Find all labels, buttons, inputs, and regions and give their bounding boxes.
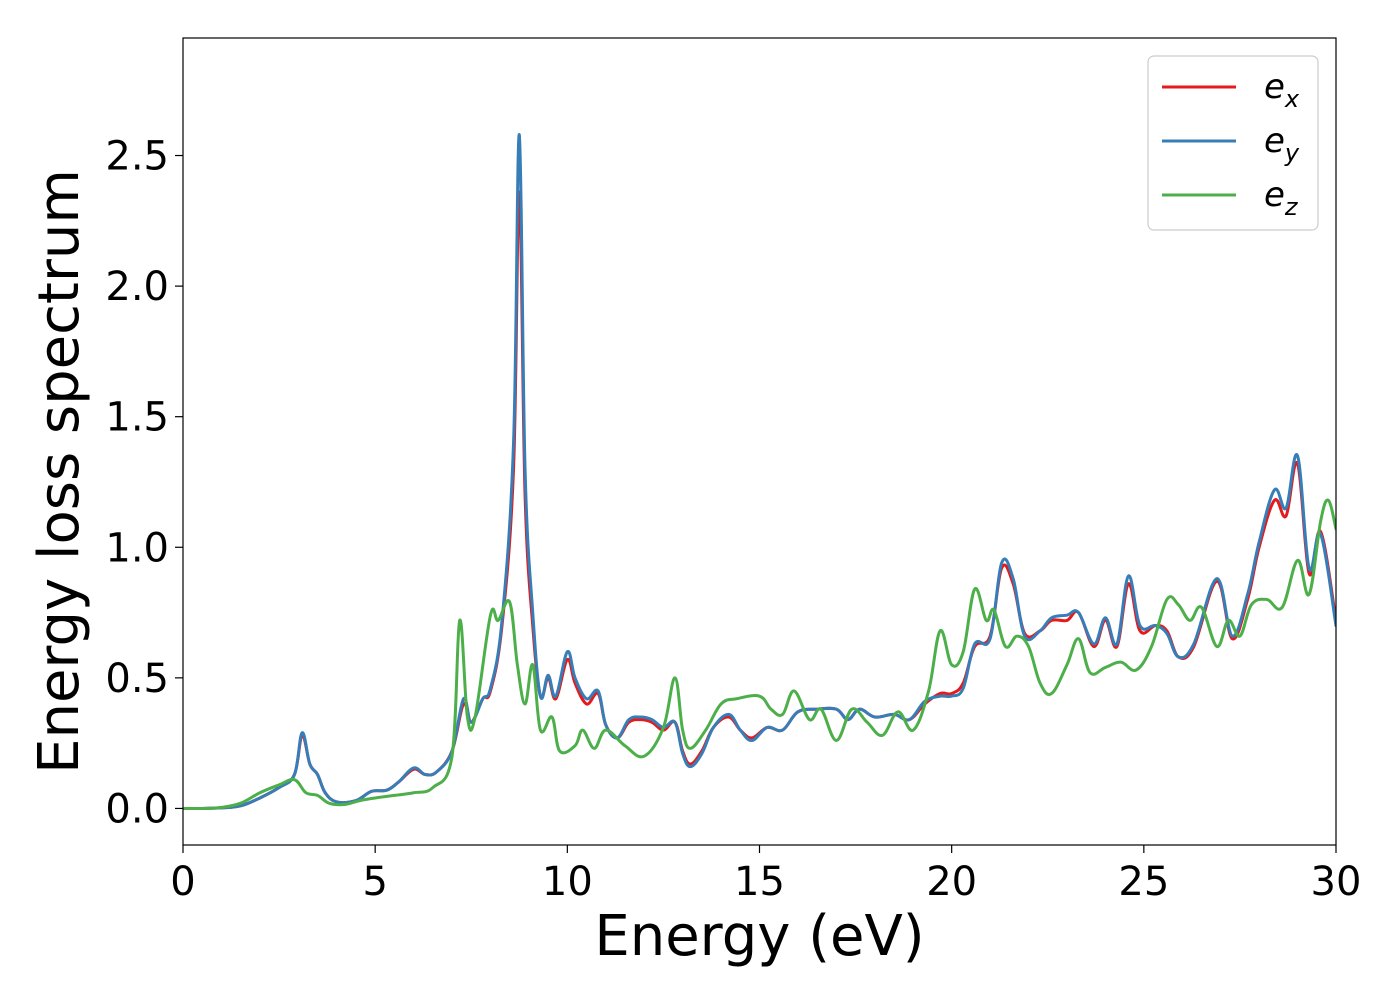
x-tick-label: 15 (734, 859, 785, 905)
legend-label-subscript: z (1284, 193, 1299, 221)
y-tick-label: 2.0 (105, 264, 169, 310)
series-line-z (183, 498, 1336, 811)
y-tick-label: 1.0 (105, 525, 169, 571)
x-tick-label: 0 (170, 859, 195, 905)
legend-label-y: ey (1264, 121, 1300, 167)
series-line-y (183, 133, 1336, 810)
y-tick-label: 2.5 (105, 134, 169, 180)
legend-label-subscript: y (1284, 139, 1300, 167)
y-tick-label: 1.5 (105, 395, 169, 441)
x-tick-label: 10 (542, 859, 593, 905)
y-tick-label: 0.0 (105, 786, 169, 832)
x-tick-label: 25 (1118, 859, 1169, 905)
x-tick-label: 30 (1311, 859, 1362, 905)
legend-label-base: e (1264, 67, 1285, 107)
series-line-x (183, 190, 1336, 810)
x-tick-label: 20 (926, 859, 977, 905)
legend-label-x: ex (1264, 67, 1300, 113)
legend-label-subscript: x (1284, 85, 1300, 113)
y-axis-label: Energy loss spectrum (27, 169, 92, 774)
legend-box (1147, 55, 1319, 231)
series-layer (183, 133, 1336, 811)
axes-layer: 0 5 10 15 20 25 30 0.0 0.5 1.0 1.5 2.0 2.5 Energy (eV… (27, 37, 1362, 969)
legend-label-z: ez (1264, 175, 1299, 221)
x-axis-label: Energy (eV) (594, 904, 924, 969)
y-tick-label: 0.5 (105, 656, 169, 702)
legend-label-base: e (1264, 121, 1285, 161)
x-tick-label: 5 (362, 859, 387, 905)
legend-label-base: e (1264, 175, 1285, 215)
